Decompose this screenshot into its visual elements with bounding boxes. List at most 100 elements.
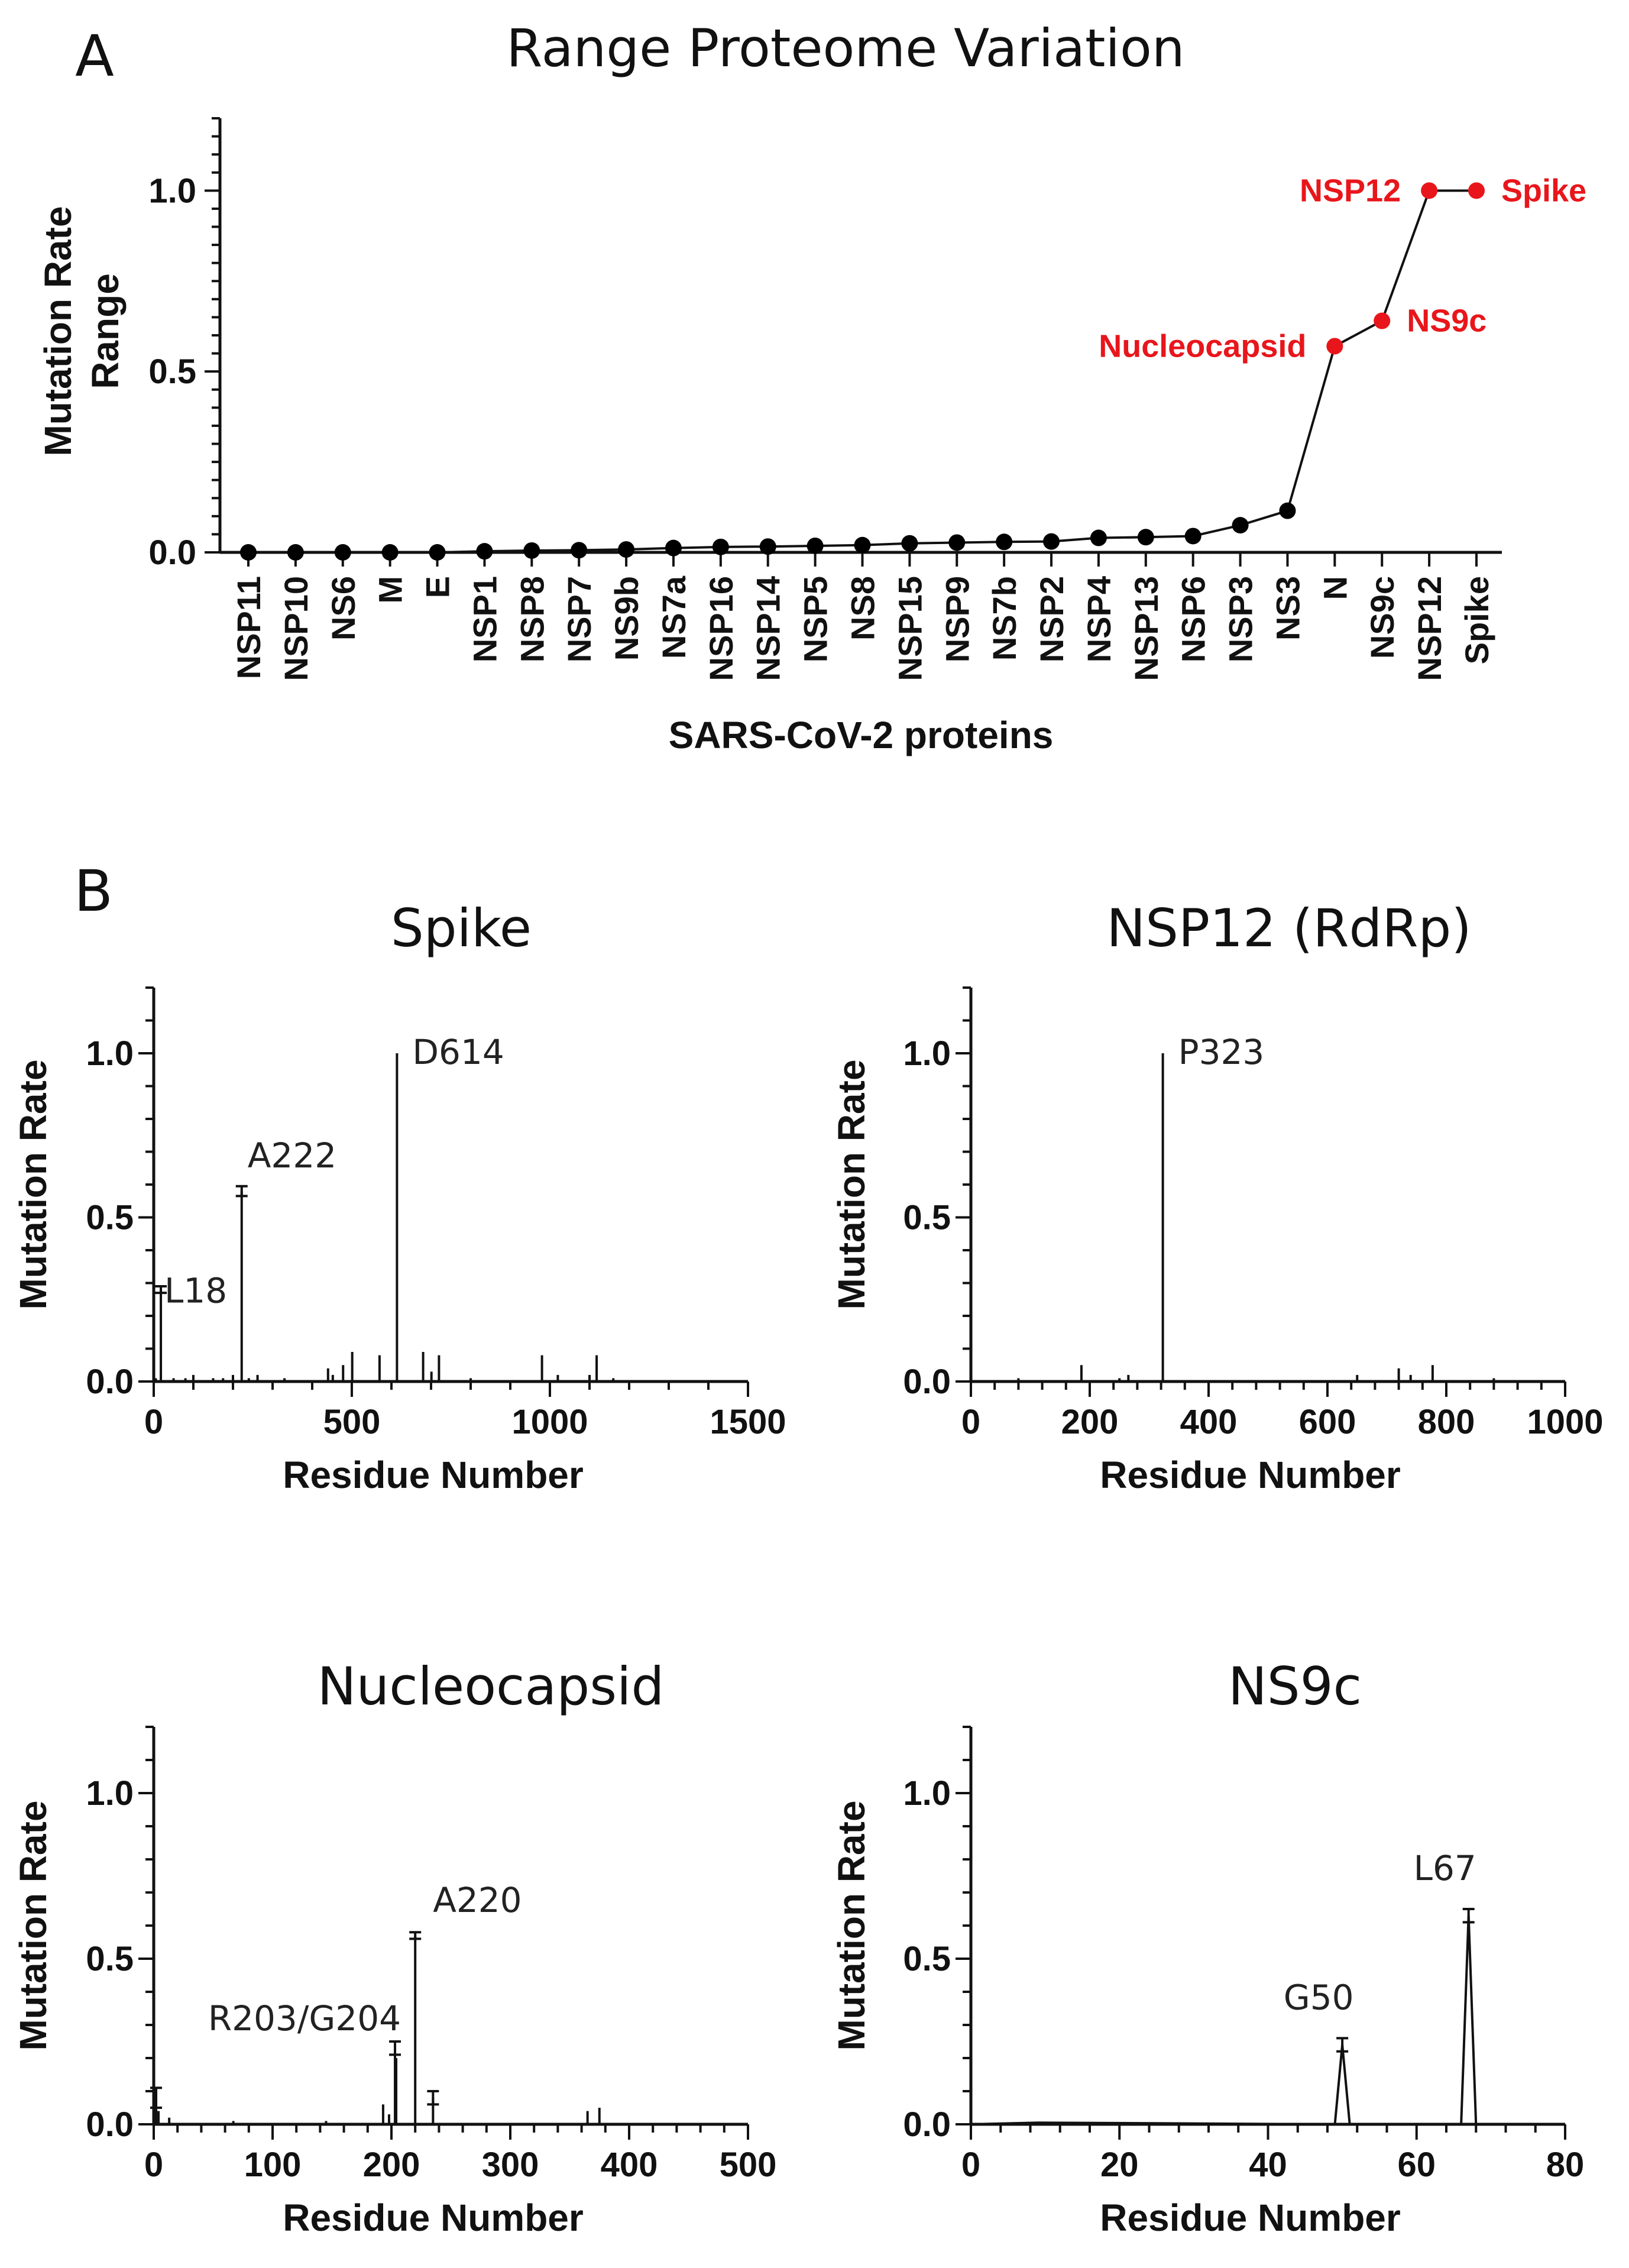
category-label: NSP15 bbox=[891, 576, 928, 681]
x-tick-label: 500 bbox=[323, 1403, 381, 1441]
peak-annotation: G50 bbox=[1284, 1978, 1354, 2018]
category-label: NSP13 bbox=[1128, 576, 1165, 681]
data-point bbox=[996, 533, 1013, 551]
panel-label-a: A bbox=[75, 23, 114, 89]
y-tick-label: 0.5 bbox=[86, 1199, 134, 1237]
data-point bbox=[240, 544, 257, 561]
y-axis-label: Mutation Rate bbox=[12, 1800, 54, 2050]
x-tick-label: 400 bbox=[601, 2146, 658, 2184]
category-label: NSP10 bbox=[277, 576, 315, 681]
y-axis-label-a-line2: Range bbox=[84, 273, 127, 389]
data-point bbox=[334, 544, 351, 561]
data-point bbox=[523, 542, 540, 559]
chart-title: NS9c bbox=[1228, 1656, 1362, 1717]
category-label: NSP14 bbox=[750, 576, 787, 681]
data-point bbox=[948, 534, 966, 551]
y-axis-label: Mutation Rate bbox=[12, 1059, 54, 1309]
y-tick-label: 1.0 bbox=[86, 1774, 134, 1813]
category-label: NSP5 bbox=[797, 576, 834, 662]
category-label: N bbox=[1316, 576, 1353, 600]
x-tick-label: 40 bbox=[1249, 2146, 1287, 2184]
data-point bbox=[381, 544, 399, 561]
x-tick-label: 300 bbox=[482, 2146, 539, 2184]
x-tick-label: 1000 bbox=[511, 1403, 588, 1441]
data-point bbox=[287, 544, 304, 561]
category-label: NS6 bbox=[325, 576, 362, 640]
x-tick-label: 200 bbox=[1061, 1403, 1119, 1441]
category-label: NS7b bbox=[986, 576, 1023, 661]
data-point bbox=[712, 538, 729, 555]
x-tick-label: 600 bbox=[1299, 1403, 1356, 1441]
highlight-label: NS9c bbox=[1407, 303, 1486, 339]
data-point bbox=[1326, 338, 1343, 355]
series-line-a bbox=[248, 189, 1476, 554]
y-axis-label: Mutation Rate bbox=[830, 1059, 873, 1309]
highlight-label: NSP12 bbox=[1300, 173, 1401, 208]
category-label: NSP8 bbox=[513, 576, 550, 662]
data-point bbox=[901, 535, 918, 552]
category-label: NSP1 bbox=[466, 576, 503, 662]
y-tick-label-a: 0.5 bbox=[148, 352, 196, 391]
data-point bbox=[1232, 517, 1249, 534]
y-tick-label: 0.0 bbox=[903, 2105, 951, 2144]
data-point bbox=[1090, 529, 1107, 546]
x-tick-label: 0 bbox=[961, 1403, 980, 1441]
y-tick-label: 1.0 bbox=[903, 1034, 951, 1073]
y-tick-label: 0.5 bbox=[903, 1199, 951, 1237]
peak-annotation: A222 bbox=[248, 1135, 336, 1176]
panel-label-b: B bbox=[74, 858, 113, 924]
chart-title: NSP12 (RdRp) bbox=[1106, 898, 1471, 959]
data-point bbox=[854, 536, 871, 554]
chart-title: Nucleocapsid bbox=[318, 1656, 665, 1717]
x-tick-label: 0 bbox=[144, 2146, 163, 2184]
peak-annotation: L18 bbox=[164, 1271, 227, 1311]
chart-title: Spike bbox=[391, 898, 532, 959]
y-tick-label: 0.0 bbox=[86, 1363, 134, 1401]
data-point bbox=[1184, 528, 1201, 545]
x-tick-label: 500 bbox=[720, 2146, 777, 2184]
peak-annotation: P323 bbox=[1178, 1032, 1265, 1072]
x-tick-label: 1500 bbox=[710, 1403, 786, 1441]
category-label: NS8 bbox=[844, 576, 882, 640]
data-point bbox=[1279, 502, 1296, 519]
y-tick-label: 0.5 bbox=[86, 1940, 134, 1978]
data-point bbox=[476, 543, 493, 560]
data-point bbox=[429, 544, 446, 561]
x-tick-label: 80 bbox=[1546, 2146, 1585, 2184]
x-axis-label-a: SARS-CoV-2 proteins bbox=[669, 714, 1054, 756]
x-tick-label: 0 bbox=[961, 2146, 980, 2184]
category-label: M bbox=[372, 576, 409, 604]
category-label: NSP2 bbox=[1033, 576, 1070, 662]
peak-annotation: R203/G204 bbox=[208, 1998, 401, 2039]
category-label: NS3 bbox=[1269, 576, 1306, 640]
data-point bbox=[618, 541, 635, 558]
x-axis-label: Residue Number bbox=[1100, 1454, 1401, 1496]
highlight-label: Spike bbox=[1501, 173, 1586, 208]
category-label: NSP6 bbox=[1175, 576, 1212, 662]
category-label: NSP16 bbox=[702, 576, 740, 681]
y-tick-label: 1.0 bbox=[903, 1774, 951, 1813]
data-point bbox=[1043, 533, 1060, 550]
y-tick-label: 0.0 bbox=[903, 1363, 951, 1401]
category-label: NSP3 bbox=[1222, 576, 1259, 662]
category-label: NSP12 bbox=[1411, 576, 1448, 681]
category-label: E bbox=[419, 576, 456, 598]
category-label: NSP7 bbox=[561, 576, 598, 662]
category-label: NSP9 bbox=[938, 576, 976, 662]
x-axis-label: Residue Number bbox=[1100, 2196, 1401, 2239]
x-axis-label: Residue Number bbox=[283, 2196, 584, 2239]
data-point bbox=[665, 539, 682, 557]
category-label: NS7a bbox=[655, 575, 692, 659]
data-point bbox=[1137, 529, 1154, 546]
peak-annotation: A220 bbox=[433, 1880, 522, 1920]
series-line bbox=[970, 1916, 1565, 2126]
x-tick-label: 200 bbox=[363, 2146, 420, 2184]
y-tick-label: 0.5 bbox=[903, 1940, 951, 1978]
data-point bbox=[807, 537, 824, 554]
peak-annotation: D614 bbox=[412, 1032, 504, 1072]
data-point bbox=[1468, 182, 1485, 199]
category-label: NS9b bbox=[608, 576, 645, 661]
x-tick-label: 800 bbox=[1418, 1403, 1475, 1441]
x-tick-label: 1000 bbox=[1527, 1403, 1603, 1441]
